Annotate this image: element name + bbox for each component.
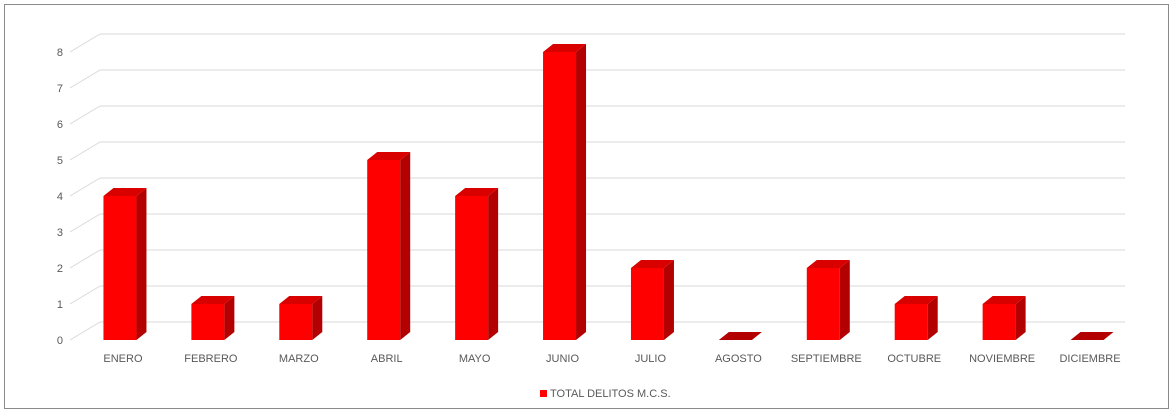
gridline-diagonal <box>69 105 101 125</box>
bars <box>103 44 1114 340</box>
x-tick-label: JULIO <box>635 353 667 365</box>
y-tick-label: 0 <box>57 335 63 347</box>
gridline-diagonal <box>69 177 101 197</box>
x-tick-label: MARZO <box>279 353 319 365</box>
bar-top <box>718 332 762 340</box>
y-tick-label: 3 <box>57 227 63 239</box>
bar-top <box>103 188 147 196</box>
bar-febrero <box>191 296 235 340</box>
bar-top <box>367 152 411 160</box>
bar-front <box>103 196 137 340</box>
gridline-diagonal <box>69 33 101 53</box>
gridline-diagonal <box>69 285 101 305</box>
bar-diciembre <box>1070 332 1114 340</box>
bar-mayo <box>455 188 499 340</box>
bar-agosto <box>718 332 762 340</box>
bar-top <box>806 260 850 268</box>
legend-label: TOTAL DELITOS M.C.S. <box>550 388 671 400</box>
bar-front <box>455 196 489 340</box>
bar-side <box>488 188 499 340</box>
x-tick-label: SEPTIEMBRE <box>791 353 862 365</box>
bar-top <box>894 296 938 304</box>
x-tick-label: MAYO <box>459 353 491 365</box>
bar-abril <box>367 152 411 340</box>
y-tick-label: 6 <box>57 119 63 131</box>
bar-side <box>400 152 411 340</box>
bar-julio <box>630 260 674 340</box>
x-axis-ticks: ENERO FEBRERO MARZO ABRIL MAYO JUNIO JULIO AGOS… <box>103 353 1120 365</box>
bar-side <box>136 188 147 340</box>
bar-noviembre <box>982 296 1026 340</box>
bar-front <box>630 268 664 340</box>
bar-front <box>806 268 840 340</box>
y-tick-label: 5 <box>57 155 63 167</box>
bar-front <box>543 52 577 340</box>
y-axis-ticks: 0 1 2 3 4 5 6 7 8 <box>57 47 63 347</box>
y-tick-label: 8 <box>57 47 63 59</box>
y-tick-label: 7 <box>57 83 63 95</box>
gridline-diagonal <box>69 69 101 89</box>
bar-front <box>894 304 928 340</box>
gridline-diagonal <box>69 249 101 269</box>
x-tick-label: FEBRERO <box>184 353 238 365</box>
bar-septiembre <box>806 260 850 340</box>
bar-side <box>839 260 850 340</box>
y-tick-label: 2 <box>57 263 63 275</box>
bar-marzo <box>279 296 323 340</box>
bar-side <box>224 296 235 340</box>
x-tick-label: OCTUBRE <box>887 353 941 365</box>
gridlines <box>69 33 1125 341</box>
y-tick-label: 4 <box>57 191 63 203</box>
bar-octubre <box>894 296 938 340</box>
chart-area <box>4 4 1169 409</box>
bar-top <box>543 44 587 52</box>
gridline-diagonal <box>69 141 101 161</box>
bar-top <box>982 296 1026 304</box>
bar-top <box>1070 332 1114 340</box>
bar-side <box>576 44 587 340</box>
legend-swatch <box>540 390 547 397</box>
x-tick-label: AGOSTO <box>715 353 762 365</box>
x-tick-label: ABRIL <box>371 353 403 365</box>
bar-side <box>927 296 938 340</box>
bar-front <box>982 304 1016 340</box>
x-tick-label: JUNIO <box>546 353 579 365</box>
bar-front <box>367 160 401 340</box>
x-tick-label: ENERO <box>103 353 143 365</box>
bar-front <box>279 304 313 340</box>
x-tick-label: DICIEMBRE <box>1059 353 1120 365</box>
x-tick-label: NOVIEMBRE <box>969 353 1035 365</box>
gridline-diagonal <box>69 321 101 341</box>
bar-top <box>630 260 674 268</box>
bar-side <box>312 296 323 340</box>
y-tick-label: 1 <box>57 299 63 311</box>
bar-side <box>663 260 674 340</box>
bar-junio <box>543 44 587 340</box>
bar-front <box>191 304 225 340</box>
bar-enero <box>103 188 147 340</box>
bar-top <box>455 188 499 196</box>
bar-side <box>1015 296 1026 340</box>
bar-top <box>191 296 235 304</box>
gridline-diagonal <box>69 213 101 233</box>
bar-top <box>279 296 323 304</box>
legend: TOTAL DELITOS M.C.S. <box>540 388 671 400</box>
